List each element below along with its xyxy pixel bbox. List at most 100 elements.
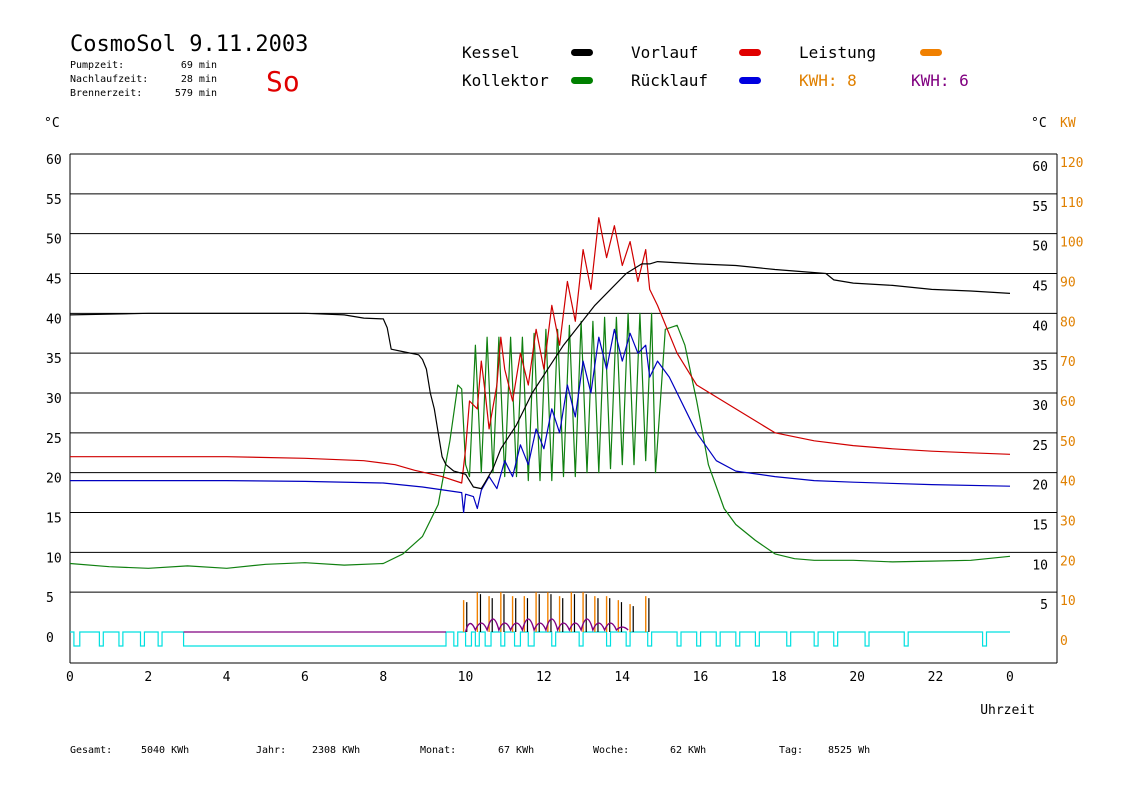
ylabel-right-temp: °C bbox=[1031, 116, 1047, 131]
x-tick: 18 bbox=[771, 670, 787, 685]
y-tick-power: 100 bbox=[1060, 236, 1083, 251]
ylabel-right-power: KW bbox=[1060, 116, 1076, 131]
x-tick: 16 bbox=[693, 670, 709, 685]
power-bars bbox=[462, 592, 650, 633]
y-tick-right: 20 bbox=[1032, 479, 1048, 494]
plot-area: 0510152025303540455055605101520253035404… bbox=[46, 153, 1083, 685]
x-tick: 4 bbox=[223, 670, 231, 685]
legend-label-vorlauf: Vorlauf bbox=[631, 43, 698, 62]
series-line-kollektor bbox=[69, 312, 1011, 569]
day-label: So bbox=[266, 65, 300, 98]
x-tick: 22 bbox=[928, 670, 944, 685]
y-tick-power: 60 bbox=[1060, 395, 1076, 410]
x-tick: 6 bbox=[301, 670, 309, 685]
legend-swatch-kessel bbox=[571, 49, 593, 56]
y-tick-right: 10 bbox=[1032, 558, 1048, 573]
y-tick-left: 35 bbox=[46, 352, 62, 367]
y-tick-power: 80 bbox=[1060, 315, 1076, 330]
footer-label: Monat: bbox=[420, 745, 456, 756]
y-tick-right: 30 bbox=[1032, 399, 1048, 414]
y-tick-left: 10 bbox=[46, 551, 62, 566]
series-line-kessel bbox=[69, 261, 1011, 490]
pump-indicator bbox=[70, 631, 1010, 647]
axis-units: °C °C KW Uhrzeit bbox=[44, 116, 1076, 718]
stat-label: Nachlaufzeit: bbox=[70, 74, 148, 85]
y-tick-power: 20 bbox=[1060, 554, 1076, 569]
x-tick: 8 bbox=[379, 670, 387, 685]
y-tick-left: 25 bbox=[46, 432, 62, 447]
grid-lines bbox=[70, 153, 1057, 593]
footer-label: Woche: bbox=[593, 745, 629, 756]
pump-signal-line bbox=[70, 631, 1010, 647]
y-tick-right: 35 bbox=[1032, 359, 1048, 374]
x-tick: 10 bbox=[458, 670, 474, 685]
y-tick-power: 90 bbox=[1060, 276, 1076, 291]
footer-label: Jahr: bbox=[256, 745, 286, 756]
y-tick-left: 15 bbox=[46, 512, 62, 527]
legend-label-kollektor: Kollektor bbox=[462, 71, 549, 90]
y-tick-right: 60 bbox=[1032, 160, 1048, 175]
footer-value: 2308 KWh bbox=[312, 745, 360, 756]
legend-swatch-kollektor bbox=[571, 77, 593, 84]
footer-value: 67 KWh bbox=[498, 745, 534, 756]
legend-swatch-ruecklauf bbox=[739, 77, 761, 84]
y-tick-power: 70 bbox=[1060, 355, 1076, 370]
legend-label-kessel: Kessel bbox=[462, 43, 520, 62]
x-tick: 0 bbox=[1006, 670, 1014, 685]
y-tick-left: 45 bbox=[46, 273, 62, 288]
xlabel: Uhrzeit bbox=[980, 703, 1035, 718]
legend-label-leistung: Leistung bbox=[799, 43, 876, 62]
chart-title: CosmoSol 9.11.2003 bbox=[70, 32, 308, 57]
x-tick: 12 bbox=[536, 670, 552, 685]
legend: Kessel Vorlauf Leistung Kollektor Rückla… bbox=[462, 43, 969, 90]
y-tick-power: 120 bbox=[1060, 156, 1083, 171]
footer-value: 5040 KWh bbox=[141, 745, 189, 756]
ylabel-left: °C bbox=[44, 116, 60, 131]
legend-kwh-leistung: KWH: 8 bbox=[799, 71, 857, 90]
y-tick-power: 0 bbox=[1060, 634, 1068, 649]
series-line-ruecklauf bbox=[70, 328, 1011, 514]
footer-totals: Gesamt: 5040 KWh Jahr: 2308 KWh Monat: 6… bbox=[70, 745, 870, 756]
y-tick-power: 40 bbox=[1060, 475, 1076, 490]
footer-value: 62 KWh bbox=[670, 745, 706, 756]
y-tick-right: 45 bbox=[1032, 280, 1048, 295]
stat-value: 69 min bbox=[181, 60, 217, 71]
y-tick-left: 0 bbox=[46, 631, 54, 646]
y-tick-right: 40 bbox=[1032, 319, 1048, 334]
y-tick-right: 5 bbox=[1040, 598, 1048, 613]
y-tick-left: 55 bbox=[46, 193, 62, 208]
y-tick-left: 30 bbox=[46, 392, 62, 407]
x-tick: 0 bbox=[66, 670, 74, 685]
kwh2-line bbox=[464, 618, 629, 633]
legend-swatch-vorlauf bbox=[739, 49, 761, 56]
y-tick-power: 110 bbox=[1060, 196, 1083, 211]
legend-label-ruecklauf: Rücklauf bbox=[631, 71, 708, 90]
y-tick-left: 40 bbox=[46, 312, 62, 327]
stat-value: 579 min bbox=[175, 88, 217, 99]
series-line-vorlauf bbox=[70, 217, 1011, 484]
x-tick: 20 bbox=[849, 670, 865, 685]
y-tick-left: 60 bbox=[46, 153, 62, 168]
y-tick-power: 30 bbox=[1060, 515, 1076, 530]
series-lines bbox=[69, 217, 1011, 569]
footer-value: 8525 Wh bbox=[828, 745, 870, 756]
stat-value: 28 min bbox=[181, 74, 217, 85]
header-stats: Pumpzeit: 69 min Nachlaufzeit: 28 min Br… bbox=[70, 60, 217, 99]
x-tick: 14 bbox=[614, 670, 630, 685]
stat-label: Brennerzeit: bbox=[70, 88, 142, 99]
stat-label: Pumpzeit: bbox=[70, 60, 124, 71]
x-tick: 2 bbox=[144, 670, 152, 685]
legend-kwh-second: KWH: 6 bbox=[911, 71, 969, 90]
footer-label: Gesamt: bbox=[70, 745, 112, 756]
y-tick-power: 50 bbox=[1060, 435, 1076, 450]
y-tick-power: 10 bbox=[1060, 594, 1076, 609]
legend-swatch-leistung bbox=[920, 49, 942, 56]
y-tick-right: 25 bbox=[1032, 439, 1048, 454]
y-tick-right: 15 bbox=[1032, 519, 1048, 534]
tick-labels: 0510152025303540455055605101520253035404… bbox=[46, 153, 1083, 685]
y-tick-left: 20 bbox=[46, 472, 62, 487]
y-tick-right: 50 bbox=[1032, 240, 1048, 255]
footer-label: Tag: bbox=[779, 745, 803, 756]
y-tick-left: 5 bbox=[46, 591, 54, 606]
